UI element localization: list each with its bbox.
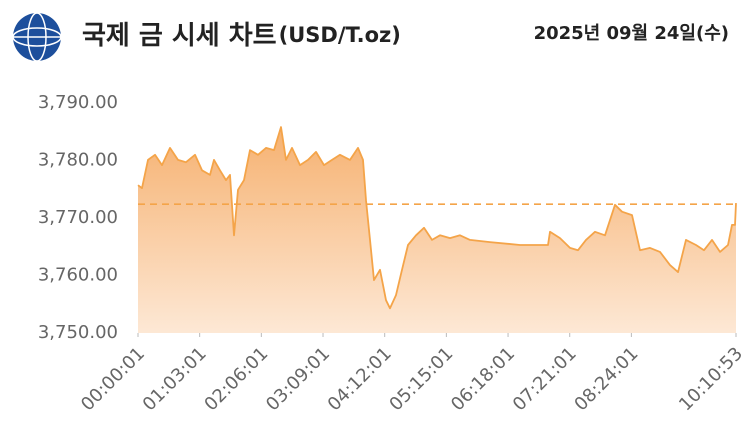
x-tick-label: 07:21:01 <box>509 343 581 415</box>
x-tick-label: 04:12:01 <box>324 343 396 415</box>
x-tick-label: 01:03:01 <box>139 343 211 415</box>
y-tick-label: 3,780.00 <box>38 150 118 171</box>
price-line <box>137 126 737 310</box>
y-tick-label: 3,760.00 <box>38 265 118 286</box>
y-tick-label: 3,790.00 <box>38 92 118 113</box>
title-unit: (USD/T.oz) <box>279 23 401 47</box>
date: 2025년 09월 24일(수) <box>534 23 729 44</box>
y-tick-label: 3,770.00 <box>38 207 118 228</box>
x-tick-label: 05:15:01 <box>385 343 457 415</box>
area-fill <box>138 127 736 333</box>
x-tick-label: 00:00:01 <box>77 343 149 415</box>
x-tick-label: 06:18:01 <box>447 343 519 415</box>
x-tick-label: 03:09:01 <box>262 343 334 415</box>
logo <box>12 12 62 62</box>
y-tick-label: 3,750.00 <box>38 322 118 343</box>
title-main: 국제 금 시세 차트 <box>82 21 277 51</box>
x-tick-label: 10:10:53 <box>675 343 743 415</box>
x-tick-label: 02:06:01 <box>200 343 272 415</box>
chart-title: 국제 금 시세 차트(USD/T.oz) <box>82 21 401 51</box>
x-tick-label: 08:24:01 <box>570 343 642 415</box>
